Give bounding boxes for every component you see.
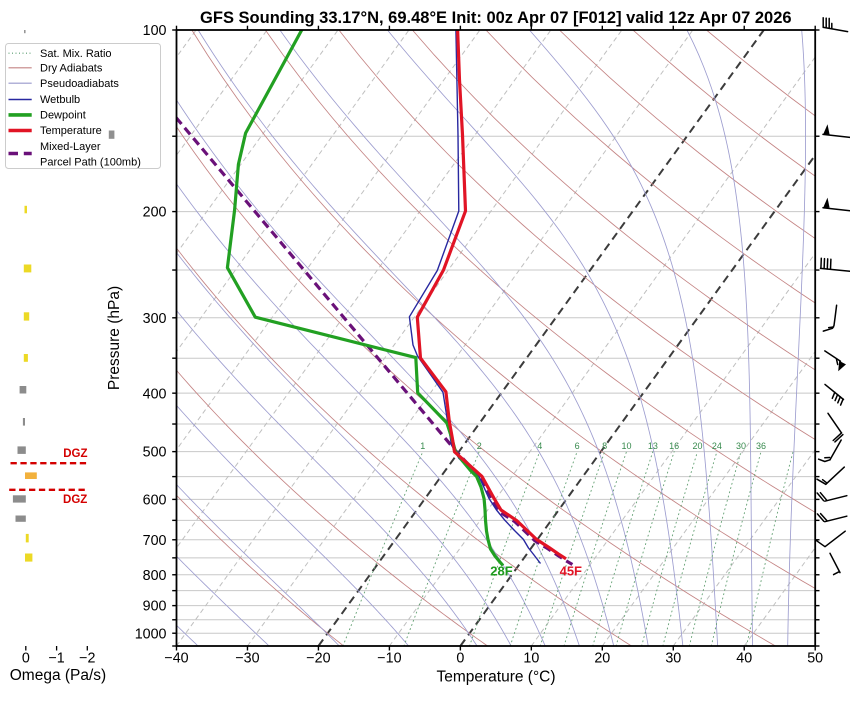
- svg-text:400: 400: [143, 386, 167, 402]
- svg-text:30: 30: [665, 651, 681, 667]
- svg-text:6: 6: [575, 441, 580, 451]
- svg-text:28F: 28F: [490, 564, 512, 579]
- svg-text:50: 50: [807, 651, 823, 667]
- svg-text:20: 20: [594, 651, 610, 667]
- svg-text:900: 900: [143, 599, 167, 615]
- svg-text:−2: −2: [79, 651, 95, 667]
- svg-text:DGZ: DGZ: [63, 494, 87, 506]
- svg-text:Wetbulb: Wetbulb: [40, 94, 80, 106]
- svg-text:Pressure (hPa): Pressure (hPa): [106, 286, 123, 390]
- svg-text:Parcel Path (100mb): Parcel Path (100mb): [40, 156, 141, 168]
- svg-text:30: 30: [736, 441, 746, 451]
- svg-text:2: 2: [477, 441, 482, 451]
- svg-text:100: 100: [143, 23, 167, 39]
- svg-text:300: 300: [143, 311, 167, 327]
- svg-text:Pseudoadiabats: Pseudoadiabats: [40, 78, 119, 90]
- svg-text:8: 8: [602, 441, 607, 451]
- svg-text:1000: 1000: [135, 626, 167, 642]
- svg-text:1: 1: [420, 441, 425, 451]
- svg-text:4: 4: [537, 441, 542, 451]
- svg-text:0: 0: [22, 651, 30, 667]
- svg-text:13: 13: [648, 441, 658, 451]
- svg-text:10: 10: [622, 441, 632, 451]
- svg-text:GFS Sounding 33.17°N, 69.48°E: GFS Sounding 33.17°N, 69.48°E Init: 00z …: [200, 9, 792, 27]
- svg-text:Temperature: Temperature: [40, 125, 102, 137]
- svg-text:20: 20: [692, 441, 702, 451]
- svg-text:−40: −40: [164, 651, 188, 667]
- svg-text:Sat. Mix. Ratio: Sat. Mix. Ratio: [40, 48, 112, 60]
- svg-text:40: 40: [736, 651, 752, 667]
- svg-text:700: 700: [143, 533, 167, 549]
- svg-text:16: 16: [669, 441, 679, 451]
- svg-text:36: 36: [756, 441, 766, 451]
- svg-text:−10: −10: [377, 651, 401, 667]
- svg-text:−20: −20: [306, 651, 330, 667]
- svg-text:800: 800: [143, 568, 167, 584]
- svg-text:−1: −1: [48, 651, 64, 667]
- svg-text:−30: −30: [235, 651, 259, 667]
- svg-text:24: 24: [712, 441, 722, 451]
- svg-text:10: 10: [523, 651, 539, 667]
- svg-text:45F: 45F: [560, 563, 582, 578]
- svg-text:600: 600: [143, 493, 167, 509]
- svg-text:Omega (Pa/s): Omega (Pa/s): [10, 667, 106, 684]
- svg-text:500: 500: [143, 445, 167, 461]
- svg-text:Dry Adiabats: Dry Adiabats: [40, 62, 103, 74]
- svg-text:Mixed-Layer: Mixed-Layer: [40, 141, 101, 153]
- svg-text:0: 0: [456, 651, 464, 667]
- svg-text:DGZ: DGZ: [63, 448, 87, 460]
- svg-text:200: 200: [143, 205, 167, 221]
- svg-text:Temperature (°C): Temperature (°C): [436, 669, 555, 686]
- svg-text:Dewpoint: Dewpoint: [40, 110, 86, 122]
